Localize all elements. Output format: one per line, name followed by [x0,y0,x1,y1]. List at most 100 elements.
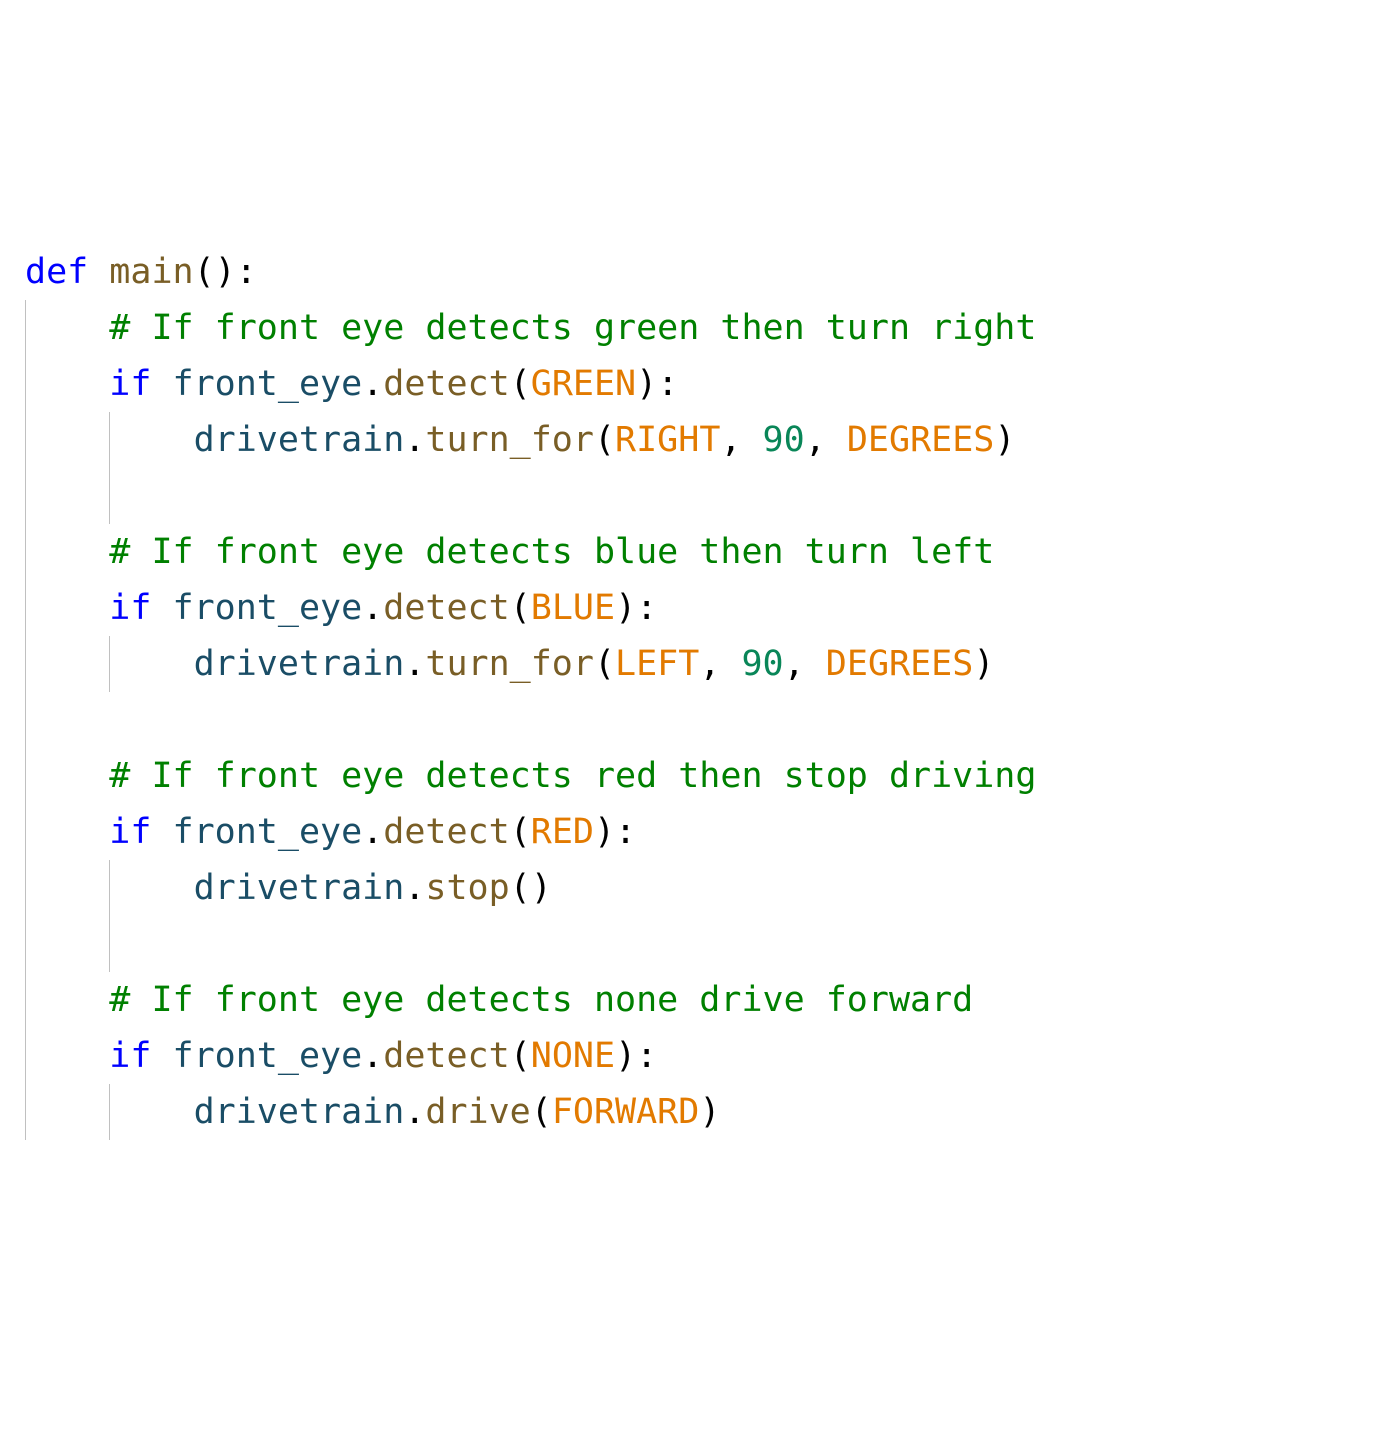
token-constant: BLUE [531,588,615,628]
code-line: if front_eye.detect(GREEN): [25,356,1390,412]
code-text: drivetrain.turn_for(RIGHT, 90, DEGREES) [25,420,1015,460]
token-default: . [362,1036,383,1076]
code-line [25,468,1390,524]
token-constant: DEGREES [847,420,995,460]
code-line: drivetrain.turn_for(LEFT, 90, DEGREES) [25,636,1390,692]
token-comment: # If front eye detects blue then turn le… [109,532,994,572]
indent-guide [25,860,26,916]
indent-guide [25,1028,26,1084]
token-identifier: drivetrain [194,1092,405,1132]
token-constant: FORWARD [552,1092,700,1132]
token-default: ( [510,1036,531,1076]
indent-guide [109,636,110,692]
code-block: def main(): # If front eye detects green… [25,244,1390,1140]
token-constant: DEGREES [826,644,974,684]
indent-guide [25,916,26,972]
code-line: if front_eye.detect(BLUE): [25,580,1390,636]
token-comment: # If front eye detects red then stop dri… [109,756,1036,796]
token-default: ): [636,364,678,404]
token-default: . [404,868,425,908]
token-default: ) [994,420,1015,460]
indent-guide [109,860,110,916]
token-default: ( [594,420,615,460]
token-method: turn_for [425,644,594,684]
token-keyword: def [25,252,109,292]
token-identifier: drivetrain [194,868,405,908]
token-comment: # If front eye detects none drive forwar… [109,980,973,1020]
token-default: . [362,812,383,852]
token-default: ( [594,644,615,684]
token-identifier: drivetrain [194,420,405,460]
token-constant: LEFT [615,644,699,684]
indent-guide [25,524,26,580]
token-default: . [404,1092,425,1132]
token-default: ) [973,644,994,684]
indent-guide [25,412,26,468]
indent-guide [25,972,26,1028]
token-comment: # If front eye detects green then turn r… [109,308,1036,348]
token-number: 90 [763,420,805,460]
token-constant: RED [531,812,594,852]
code-line [25,692,1390,748]
code-text: if front_eye.detect(GREEN): [25,364,678,404]
token-default: (): [194,252,257,292]
token-default: ( [510,364,531,404]
code-line: if front_eye.detect(NONE): [25,1028,1390,1084]
code-text: # If front eye detects none drive forwar… [25,980,973,1020]
token-method: detect [383,364,509,404]
code-text: # If front eye detects red then stop dri… [25,756,1036,796]
token-identifier: front_eye [173,364,363,404]
token-default: , [805,420,847,460]
indent-guide [109,412,110,468]
code-line: # If front eye detects none drive forwar… [25,972,1390,1028]
code-line: if front_eye.detect(RED): [25,804,1390,860]
token-method: detect [383,588,509,628]
code-line: drivetrain.drive(FORWARD) [25,1084,1390,1140]
indent-guide [25,1084,26,1140]
indent-guide [25,692,26,748]
code-line: drivetrain.stop() [25,860,1390,916]
token-default: () [510,868,552,908]
token-default: ): [615,588,657,628]
token-constant: NONE [531,1036,615,1076]
token-default: . [404,420,425,460]
token-method: drive [425,1092,530,1132]
code-text [25,924,215,964]
token-method: detect [383,1036,509,1076]
code-line: # If front eye detects blue then turn le… [25,524,1390,580]
code-line: drivetrain.turn_for(RIGHT, 90, DEGREES) [25,412,1390,468]
token-default: . [404,644,425,684]
token-default: ( [510,588,531,628]
code-text: if front_eye.detect(NONE): [25,1036,657,1076]
code-text [25,476,215,516]
token-keyword: if [109,1036,172,1076]
token-method: turn_for [425,420,594,460]
token-method: stop [425,868,509,908]
code-text: if front_eye.detect(BLUE): [25,588,657,628]
token-default: , [699,644,741,684]
code-text: drivetrain.stop() [25,868,552,908]
indent-guide [25,804,26,860]
token-default: ): [615,1036,657,1076]
token-default: ): [594,812,636,852]
indent-guide [109,916,110,972]
code-line: # If front eye detects red then stop dri… [25,748,1390,804]
token-default: ( [531,1092,552,1132]
token-identifier: front_eye [173,812,363,852]
token-identifier: front_eye [173,1036,363,1076]
token-default: , [720,420,762,460]
token-keyword: if [109,812,172,852]
token-default: . [362,588,383,628]
token-method: detect [383,812,509,852]
token-keyword: if [109,588,172,628]
token-default: ) [699,1092,720,1132]
token-constant: RIGHT [615,420,720,460]
token-constant: GREEN [531,364,636,404]
indent-guide [25,580,26,636]
token-identifier: drivetrain [194,644,405,684]
token-default: ( [510,812,531,852]
code-text: drivetrain.drive(FORWARD) [25,1092,720,1132]
code-text: if front_eye.detect(RED): [25,812,636,852]
code-line [25,916,1390,972]
indent-guide [109,468,110,524]
